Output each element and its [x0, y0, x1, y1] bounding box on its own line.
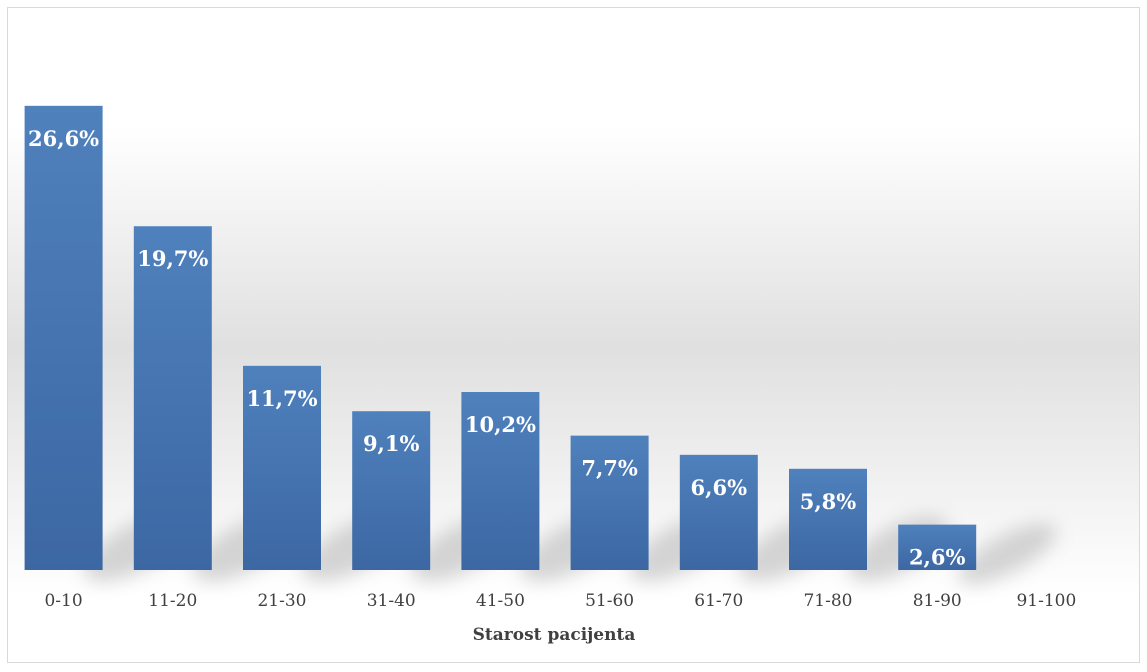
x-axis-tick-labels: 0-10 11-20 21-30 31-40 41-50 51-60 61-70 71-80 8…: [44, 591, 1076, 611]
data-label: 9,1%: [363, 431, 420, 456]
chart-area: 26,6% 19,7% 11,7% 9,1% 10,2% 7,7% 6,6% 5,8% 2,6%…: [7, 7, 1140, 663]
data-label: 5,8%: [800, 489, 857, 514]
bar: [461, 392, 540, 570]
x-tick-label: 51-60: [585, 591, 634, 611]
data-labels: 26,6% 19,7% 11,7% 9,1% 10,2% 7,7% 6,6% 5,8% 2,6%…: [28, 126, 1075, 615]
x-tick-label: 81-90: [913, 591, 962, 611]
data-label: 2,6%: [909, 545, 966, 570]
data-label: 11,7%: [246, 386, 317, 411]
x-tick-label: 0-10: [44, 591, 82, 611]
bar: [570, 435, 649, 570]
bar: [243, 365, 321, 570]
bar-chart: 26,6% 19,7% 11,7% 9,1% 10,2% 7,7% 6,6% 5,8% 2,6%…: [24, 105, 1076, 645]
data-label: 7,7%: [581, 456, 638, 481]
data-label: 19,7%: [137, 246, 208, 271]
x-tick-label: 41-50: [476, 591, 525, 611]
bar: [679, 454, 758, 570]
x-axis-title: Starost pacijenta: [473, 625, 636, 645]
x-tick-label: 91-100: [1016, 591, 1076, 611]
data-label: 6,6%: [691, 475, 748, 500]
x-tick-label: 71-80: [803, 591, 852, 611]
data-label: 26,6%: [28, 126, 99, 151]
x-tick-label: 31-40: [367, 591, 416, 611]
bar: [898, 524, 977, 570]
bars: [24, 105, 977, 571]
bar: [789, 468, 867, 570]
x-tick-label: 21-30: [257, 591, 306, 611]
bar: [24, 105, 103, 570]
x-tick-label: 61-70: [694, 591, 743, 611]
bar-shadow: [958, 523, 1057, 585]
data-label: 10,2%: [465, 412, 536, 437]
data-label: 0,0%: [1018, 590, 1075, 615]
x-tick-label: 11-20: [148, 591, 197, 611]
bar: [352, 411, 431, 570]
bar: [133, 226, 212, 571]
